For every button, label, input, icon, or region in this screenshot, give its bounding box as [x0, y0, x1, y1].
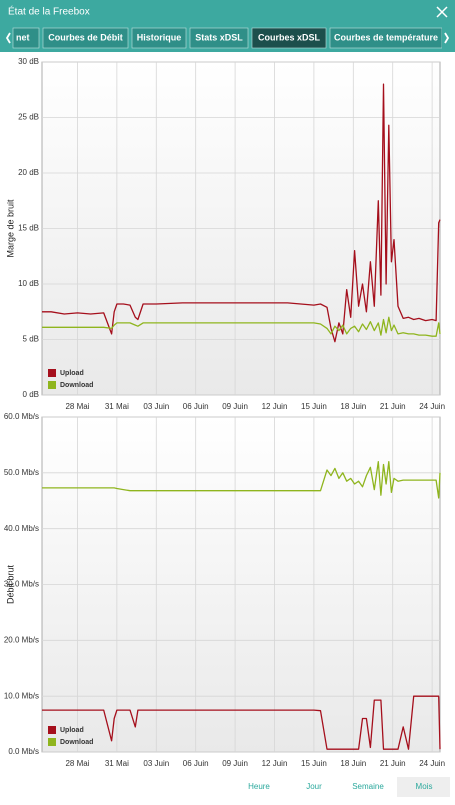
legend-swatch [48, 726, 56, 734]
period-button[interactable]: Jour [306, 782, 322, 791]
y-tick-label: 0 dB [23, 390, 39, 399]
tab-label: Courbes de température [334, 32, 438, 42]
tab-active[interactable] [251, 27, 327, 49]
x-tick-label: 12 Juin [262, 759, 288, 768]
legend-swatch [48, 381, 56, 389]
tab[interactable] [189, 27, 249, 49]
x-tick-label: 06 Juin [183, 759, 209, 768]
x-tick-label: 24 Juin [419, 759, 445, 768]
x-tick-label: 31 Mai [105, 402, 129, 411]
y-tick-label: 20 dB [18, 168, 39, 177]
tab[interactable] [42, 27, 129, 49]
data-line [42, 695, 441, 750]
x-tick-label: 12 Juin [262, 402, 288, 411]
x-tick-label: 31 Mai [105, 759, 129, 768]
data-line [42, 316, 441, 337]
x-tick-label: 03 Juin [143, 402, 169, 411]
tab-label: Historique [137, 32, 182, 42]
legend-label: Upload [60, 370, 84, 377]
x-tick-label: 21 Juin [380, 402, 406, 411]
legend-label: Upload [60, 727, 84, 734]
x-tick-label: 09 Juin [222, 759, 248, 768]
x-tick-label: 21 Juin [380, 759, 406, 768]
y-axis-title: Débit brut [5, 564, 15, 604]
tab-label: net [16, 32, 30, 42]
y-tick-label: 10.0 Mb/s [4, 691, 39, 700]
tab-label: Courbes xDSL [258, 32, 321, 42]
data-line [42, 461, 441, 499]
y-tick-label: 5 dB [23, 335, 39, 344]
x-tick-label: 09 Juin [222, 402, 248, 411]
x-tick-label: 18 Juin [340, 402, 366, 411]
period-button[interactable]: Mois [416, 782, 433, 791]
tab[interactable] [12, 27, 40, 49]
button-active-bg [397, 777, 450, 797]
period-button[interactable]: Heure [248, 782, 270, 791]
x-tick-label: 18 Juin [340, 759, 366, 768]
x-tick-label: 15 Juin [301, 759, 327, 768]
tab-prev[interactable] [5, 32, 11, 44]
tab-next[interactable] [444, 32, 450, 44]
y-axis-title: Marge de bruit [5, 199, 15, 258]
close-button[interactable] [436, 6, 448, 18]
x-tick-label: 28 Mai [65, 759, 89, 768]
tab-label: Stats xDSL [195, 32, 243, 42]
tab[interactable] [131, 27, 187, 49]
legend-label: Download [60, 382, 93, 389]
y-tick-label: 50.0 Mb/s [4, 468, 39, 477]
period-button[interactable]: Semaine [352, 782, 384, 791]
x-tick-label: 06 Juin [183, 402, 209, 411]
legend-swatch [48, 738, 56, 746]
x-tick-label: 28 Mai [65, 402, 89, 411]
x-tick-label: 15 Juin [301, 402, 327, 411]
y-tick-label: 60.0 Mb/s [4, 412, 39, 421]
y-tick-label: 10 dB [18, 279, 39, 288]
x-tick-label: 24 Juin [419, 402, 445, 411]
y-tick-label: 15 dB [18, 224, 39, 233]
y-tick-label: 25 dB [18, 113, 39, 122]
y-tick-label: 40.0 Mb/s [4, 524, 39, 533]
y-tick-label: 30 dB [18, 57, 39, 66]
y-tick-label: 30.0 Mb/s [4, 580, 39, 589]
y-tick-label: 0.0 Mb/s [8, 747, 39, 756]
x-tick-label: 03 Juin [143, 759, 169, 768]
header-title: État de la Freebox [8, 5, 90, 18]
tab-label: Courbes de Débit [48, 32, 123, 42]
legend-swatch [48, 369, 56, 377]
y-tick-label: 20.0 Mb/s [4, 635, 39, 644]
legend-label: Download [60, 739, 93, 746]
